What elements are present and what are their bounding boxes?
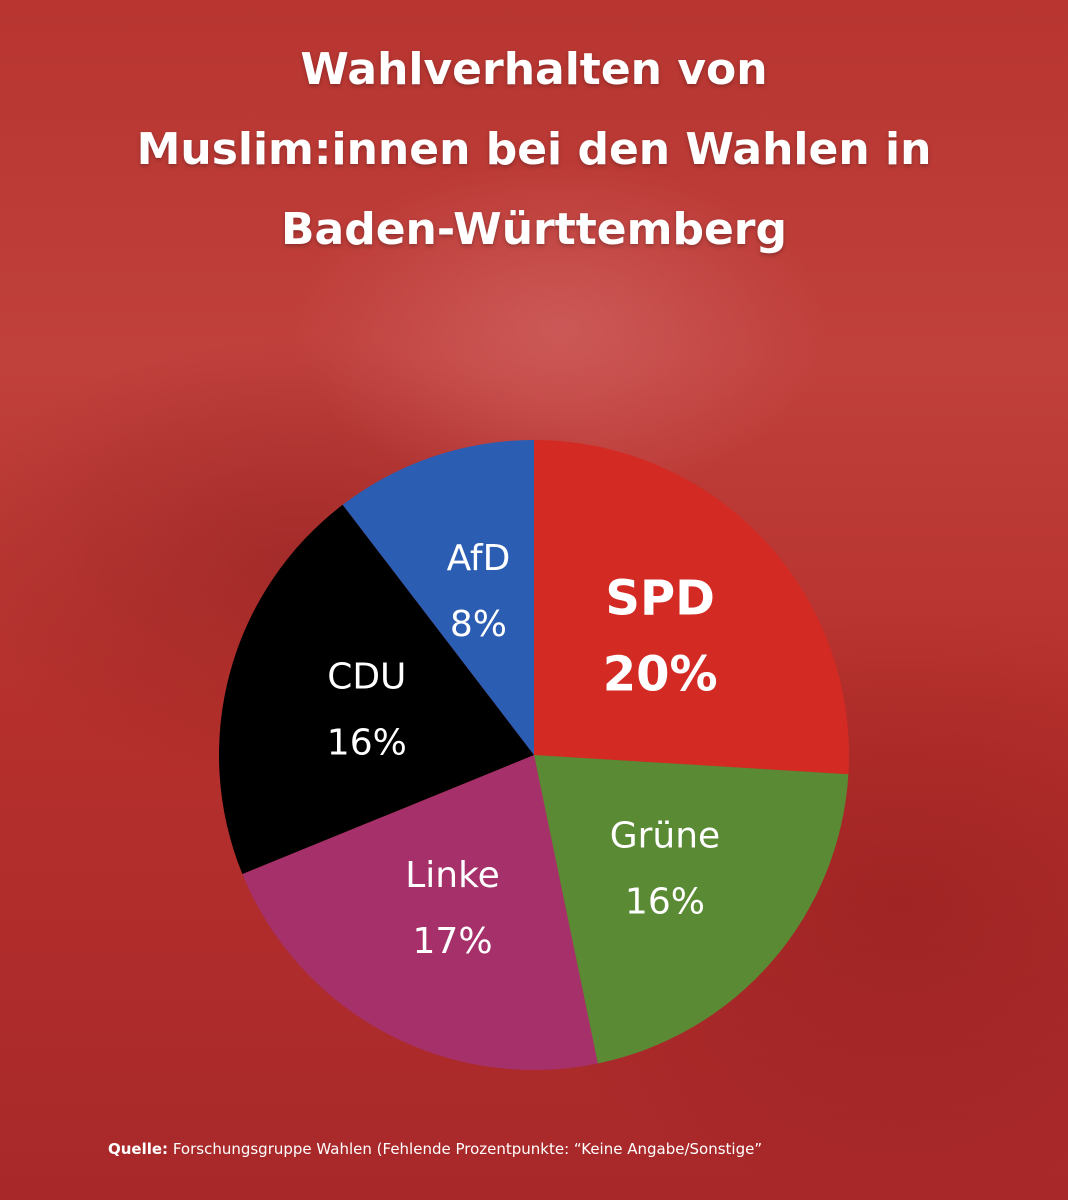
- pie-slice-spd: [534, 440, 849, 775]
- slice-value-linke: 17%: [413, 921, 493, 962]
- pie-slice-linke: [242, 755, 598, 1070]
- title-line-3: Baden-Württemberg: [280, 204, 788, 255]
- slice-name-spd: SPD: [605, 570, 715, 626]
- slice-value-grune: 16%: [625, 881, 705, 922]
- source-text: Forschungsgruppe Wahlen (Fehlende Prozen…: [168, 1140, 763, 1158]
- pie-slice-grune: [534, 755, 849, 1064]
- slice-value-spd: 20%: [603, 646, 718, 702]
- slice-value-cdu: 16%: [327, 723, 407, 764]
- source-note: Quelle: Forschungsgruppe Wahlen (Fehlend…: [108, 1140, 762, 1158]
- slice-name-linke: Linke: [405, 855, 500, 896]
- pie-slice-afd: [342, 440, 534, 755]
- pie-slice-cdu: [219, 504, 534, 875]
- title-line-2: Muslim:innen bei den Wahlen in: [136, 124, 932, 175]
- slice-value-afd: 8%: [450, 604, 507, 645]
- slice-name-grune: Grüne: [610, 815, 720, 856]
- chart-title: Wahlverhalten von Muslim:innen bei den W…: [0, 30, 1068, 270]
- slice-name-afd: AfD: [447, 538, 511, 579]
- source-label: Quelle:: [108, 1140, 169, 1158]
- title-line-1: Wahlverhalten von: [300, 44, 768, 95]
- slice-name-cdu: CDU: [327, 657, 406, 698]
